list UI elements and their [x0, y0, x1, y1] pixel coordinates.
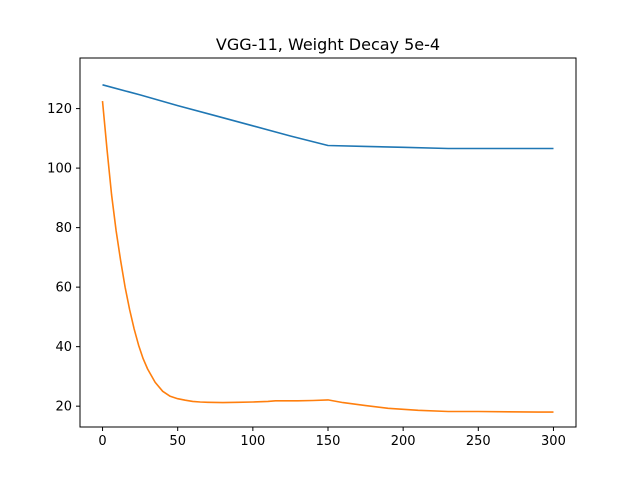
- x-tick-label: 150: [316, 434, 341, 449]
- y-tick-label: 20: [55, 400, 72, 415]
- series-line-2: [101, 101, 554, 413]
- y-tick-label: 120: [47, 102, 72, 117]
- y-tick-label: 80: [55, 221, 72, 236]
- x-tick-label: 0: [98, 434, 106, 449]
- chart-title: VGG-11, Weight Decay 5e-4: [216, 35, 440, 54]
- x-tick-label: 300: [541, 434, 566, 449]
- y-tick-label: 100: [47, 162, 72, 177]
- x-tick-label: 250: [466, 434, 491, 449]
- x-tick-label: 50: [169, 434, 186, 449]
- axes-layer: 0 50 100 150 200 250 300 20 40 60 80 100 120: [47, 57, 577, 449]
- x-tick-label: 100: [240, 434, 265, 449]
- x-tick-label: 200: [391, 434, 416, 449]
- series-line-1: [102, 84, 554, 150]
- y-tick-label: 60: [55, 281, 72, 296]
- series-layer: [101, 84, 554, 413]
- y-tick-label: 40: [55, 340, 72, 355]
